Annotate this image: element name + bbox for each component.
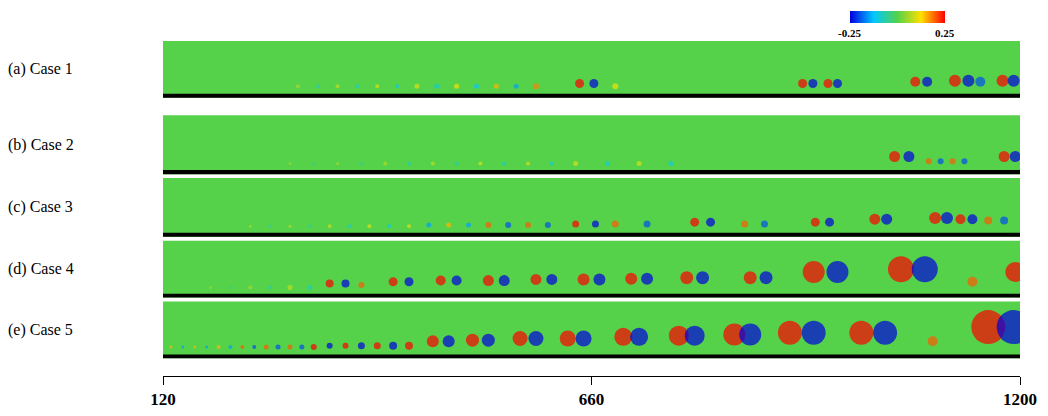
svg-text:(e) Case 5: (e) Case 5 [8,321,73,339]
svg-text:(b) Case 2: (b) Case 2 [8,136,74,154]
svg-text:(c) Case 3: (c) Case 3 [8,198,73,216]
svg-text:(a) Case 1: (a) Case 1 [8,60,73,78]
svg-text:660: 660 [579,390,605,409]
svg-text:1200: 1200 [1003,390,1037,409]
svg-text:(d) Case 4: (d) Case 4 [8,260,74,278]
svg-text:120: 120 [150,390,176,409]
svg-text:0.25: 0.25 [935,27,955,39]
svg-text:-0.25: -0.25 [838,27,861,39]
